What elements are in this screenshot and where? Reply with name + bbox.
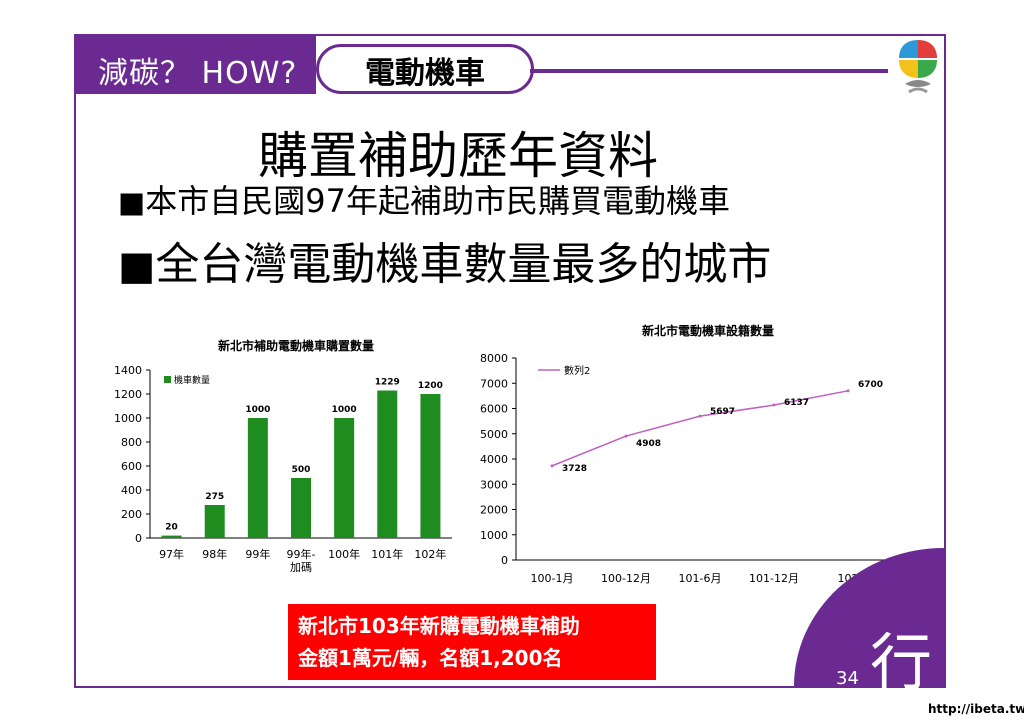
bar-category-label: 102年 [414,547,446,561]
bar-y-tick-label: 600 [121,460,142,473]
line-y-tick-label: 4000 [480,453,508,466]
bar-chart: 新北市補助電動機車購置數量 0200400600800100012001400 … [114,338,452,574]
notice-line-2: 金額1萬元/輛，名額1,200名 [298,646,563,670]
line-point [698,414,702,418]
line-y-tick-label: 6000 [480,403,508,416]
line-point [846,389,850,393]
bullet-symbol: ■ [118,243,156,289]
bar-y-tick-label: 1200 [114,388,142,401]
bar [204,505,225,538]
bar [247,418,268,538]
bullet-symbol: ■ [118,185,146,219]
line-point [624,434,628,438]
corner-character: 行 [870,626,933,699]
bar [377,390,398,538]
bar-y-tick-label: 1400 [114,364,142,377]
line-data-label: 3728 [562,464,587,474]
bar-category-label: 100年 [328,547,360,561]
topic-pill-label: 電動機車 [365,56,485,91]
bar-data-label: 500 [292,465,311,475]
line-data-label: 5697 [710,407,735,417]
line-y-tick-label: 2000 [480,504,508,517]
line-y-tick-label: 3000 [480,478,508,491]
bar [161,535,182,538]
notice-line-1: 新北市103年新購電動機車補助 [298,614,580,638]
header-rule [530,69,888,73]
bar [420,394,441,538]
bar-category-label: 97年 [159,547,184,561]
bar-y-tick-label: 800 [121,436,142,449]
bar-category-label: 101年 [371,547,403,561]
bar-legend-label: 機車數量 [174,374,210,386]
bullet-item-1: ■本市自民國97年起補助市民購買電動機車 [118,176,730,222]
bar-chart-title: 新北市補助電動機車購置數量 [218,338,374,353]
bar-y-tick-label: 200 [121,508,142,521]
bar-category-label: 99年-加碼 [287,547,316,574]
header-bar [76,36,316,94]
line-y-tick-label: 1000 [480,529,508,542]
slide-frame [74,34,946,688]
bar-data-label: 1000 [245,405,270,415]
bar-legend-swatch [164,376,171,383]
line-point [772,403,776,407]
header-title: 減碳？ HOW? [98,56,298,91]
subsidy-notice-box: 新北市103年新購電動機車補助 金額1萬元/輛，名額1,200名 [288,604,656,680]
bar-data-label: 1200 [418,381,443,391]
line-category-label: 101-12月 [749,572,799,585]
page-number: 34 [836,668,859,689]
bullet-text-2: 全台灣電動機車數量最多的城市 [155,239,772,290]
bar [334,418,355,538]
line-chart: 新北市電動機車設籍數量 0 1000 2000 3000 4000 5000 6000 700… [480,323,888,585]
line-legend-label: 數列2 [564,364,590,377]
bullet-item-2: ■全台灣電動機車數量最多的城市 [118,228,771,292]
line-data-label: 4908 [636,439,661,449]
line-category-label: 100-1月 [531,572,574,585]
bar-y-tick-label: 400 [121,484,142,497]
line-category-label: 100-12月 [601,572,651,585]
line-data-label: 6700 [858,380,883,390]
bar-data-label: 20 [165,523,178,533]
line-category-label: 101-6月 [679,572,722,585]
bar-y-tick-label: 1000 [114,412,142,425]
bar-y-tick-label: 0 [135,532,142,545]
line-y-tick-label: 8000 [480,352,508,365]
line-y-tick-label: 7000 [480,377,508,390]
bar-category-label: 98年 [202,547,227,561]
slide-title: 購置補助歷年資料 [258,127,658,185]
line-chart-title: 新北市電動機車設籍數量 [642,323,774,338]
bar-data-label: 1000 [332,405,357,415]
line-data-label: 6137 [784,398,809,408]
bar-data-label: 275 [205,492,224,502]
city-logo-icon [899,40,937,94]
bar-category-label: 99年 [245,547,270,561]
bar-data-label: 1229 [375,378,400,388]
bullet-text-1: 本市自民國97年起補助市民購買電動機車 [145,182,730,220]
watermark-url: http://ibeta.tw [928,702,1024,716]
topic-pill [316,44,534,94]
line-y-tick-label: 0 [501,554,508,567]
bar [291,478,311,538]
line-point [550,464,554,468]
line-y-tick-label: 5000 [480,428,508,441]
